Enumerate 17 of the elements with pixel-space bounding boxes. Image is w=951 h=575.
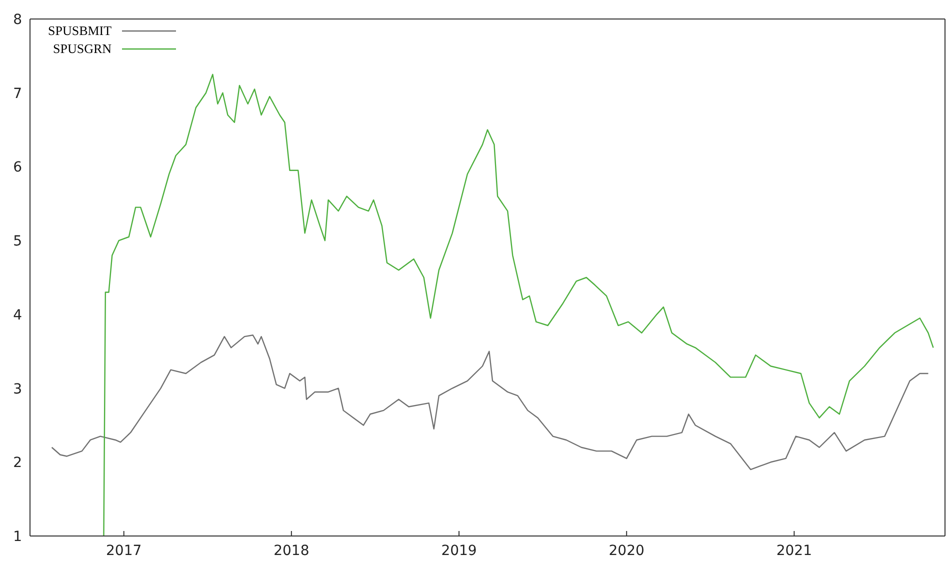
y-tick-label: 1 (13, 528, 22, 545)
y-tick-label: 4 (13, 307, 22, 324)
y-tick-label: 8 (13, 12, 22, 28)
y-tick-label: 6 (13, 160, 22, 176)
line-series (103, 74, 934, 536)
legend-label: SPUSGRN (53, 41, 112, 57)
x-tick-label: 2017 (106, 542, 142, 559)
y-tick-label: 2 (13, 455, 22, 472)
y-tick-label: 3 (13, 381, 22, 398)
x-tick-label: 2019 (441, 542, 477, 559)
y-tick-label: 7 (13, 86, 22, 102)
x-tick-label: 2018 (274, 542, 310, 559)
legend-label: SPUSBMIT (48, 23, 112, 39)
x-tick-label: 2021 (776, 542, 812, 559)
x-tick-label: 2020 (608, 542, 644, 559)
line-series (51, 334, 929, 470)
y-tick-label: 5 (13, 234, 22, 250)
